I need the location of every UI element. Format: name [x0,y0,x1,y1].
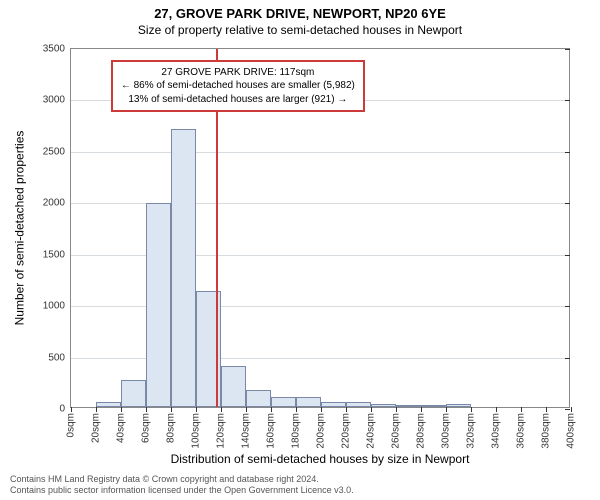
x-tick-label: 380sqm [541,413,552,449]
histogram-bar [421,405,446,407]
x-tick-label: 0sqm [66,413,77,437]
chart-title: 27, GROVE PARK DRIVE, NEWPORT, NP20 6YE [0,0,600,21]
y-tick-label: 1000 [43,301,71,312]
chart-subtitle: Size of property relative to semi-detach… [0,21,600,43]
y-tick-label: 2000 [43,198,71,209]
footer-line: Contains HM Land Registry data © Crown c… [10,474,590,485]
x-tick-label: 320sqm [466,413,477,449]
x-tick-label: 100sqm [191,413,202,449]
histogram-bar [346,402,371,407]
histogram-bar [371,404,396,407]
histogram-bar [96,402,121,407]
histogram-bar [121,380,146,407]
histogram-bar [271,397,296,407]
histogram-bar [396,405,421,407]
chart-container: 27, GROVE PARK DRIVE, NEWPORT, NP20 6YE … [0,0,600,500]
x-tick-label: 180sqm [291,413,302,449]
x-tick-label: 220sqm [341,413,352,449]
histogram-bar [446,404,471,407]
x-axis-label: Distribution of semi-detached houses by … [70,452,570,466]
x-tick-label: 140sqm [241,413,252,449]
y-tick-label: 3000 [43,95,71,106]
x-tick-label: 200sqm [316,413,327,449]
footer-attribution: Contains HM Land Registry data © Crown c… [10,474,590,497]
gridline [71,152,569,153]
x-tick-label: 360sqm [516,413,527,449]
x-tick-label: 340sqm [491,413,502,449]
x-tick-label: 40sqm [116,413,127,443]
histogram-bar [246,390,271,407]
histogram-bar [171,129,196,407]
info-box-line: 13% of semi-detached houses are larger (… [121,93,355,107]
histogram-bar [146,203,171,407]
y-tick-label: 1500 [43,249,71,260]
x-tick-label: 80sqm [166,413,177,443]
y-tick-label: 3500 [43,44,71,55]
y-tick-label: 2500 [43,146,71,157]
x-tick-label: 400sqm [566,413,577,449]
x-tick-label: 160sqm [266,413,277,449]
y-tick-label: 500 [48,352,71,363]
x-tick-label: 240sqm [366,413,377,449]
x-tick-label: 120sqm [216,413,227,449]
x-tick-label: 280sqm [416,413,427,449]
y-axis-label: Number of semi-detached properties [12,48,26,408]
x-tick-label: 300sqm [441,413,452,449]
x-tick-label: 260sqm [391,413,402,449]
histogram-bar [321,402,346,407]
histogram-bar [296,397,321,407]
info-box: 27 GROVE PARK DRIVE: 117sqm← 86% of semi… [111,60,365,113]
histogram-bar [221,366,246,407]
plot-area: 05001000150020002500300035000sqm20sqm40s… [70,48,570,408]
info-box-line: 27 GROVE PARK DRIVE: 117sqm [121,66,355,80]
x-tick-label: 20sqm [91,413,102,443]
info-box-line: ← 86% of semi-detached houses are smalle… [121,79,355,93]
x-tick-label: 60sqm [141,413,152,443]
footer-line: Contains public sector information licen… [10,485,590,496]
